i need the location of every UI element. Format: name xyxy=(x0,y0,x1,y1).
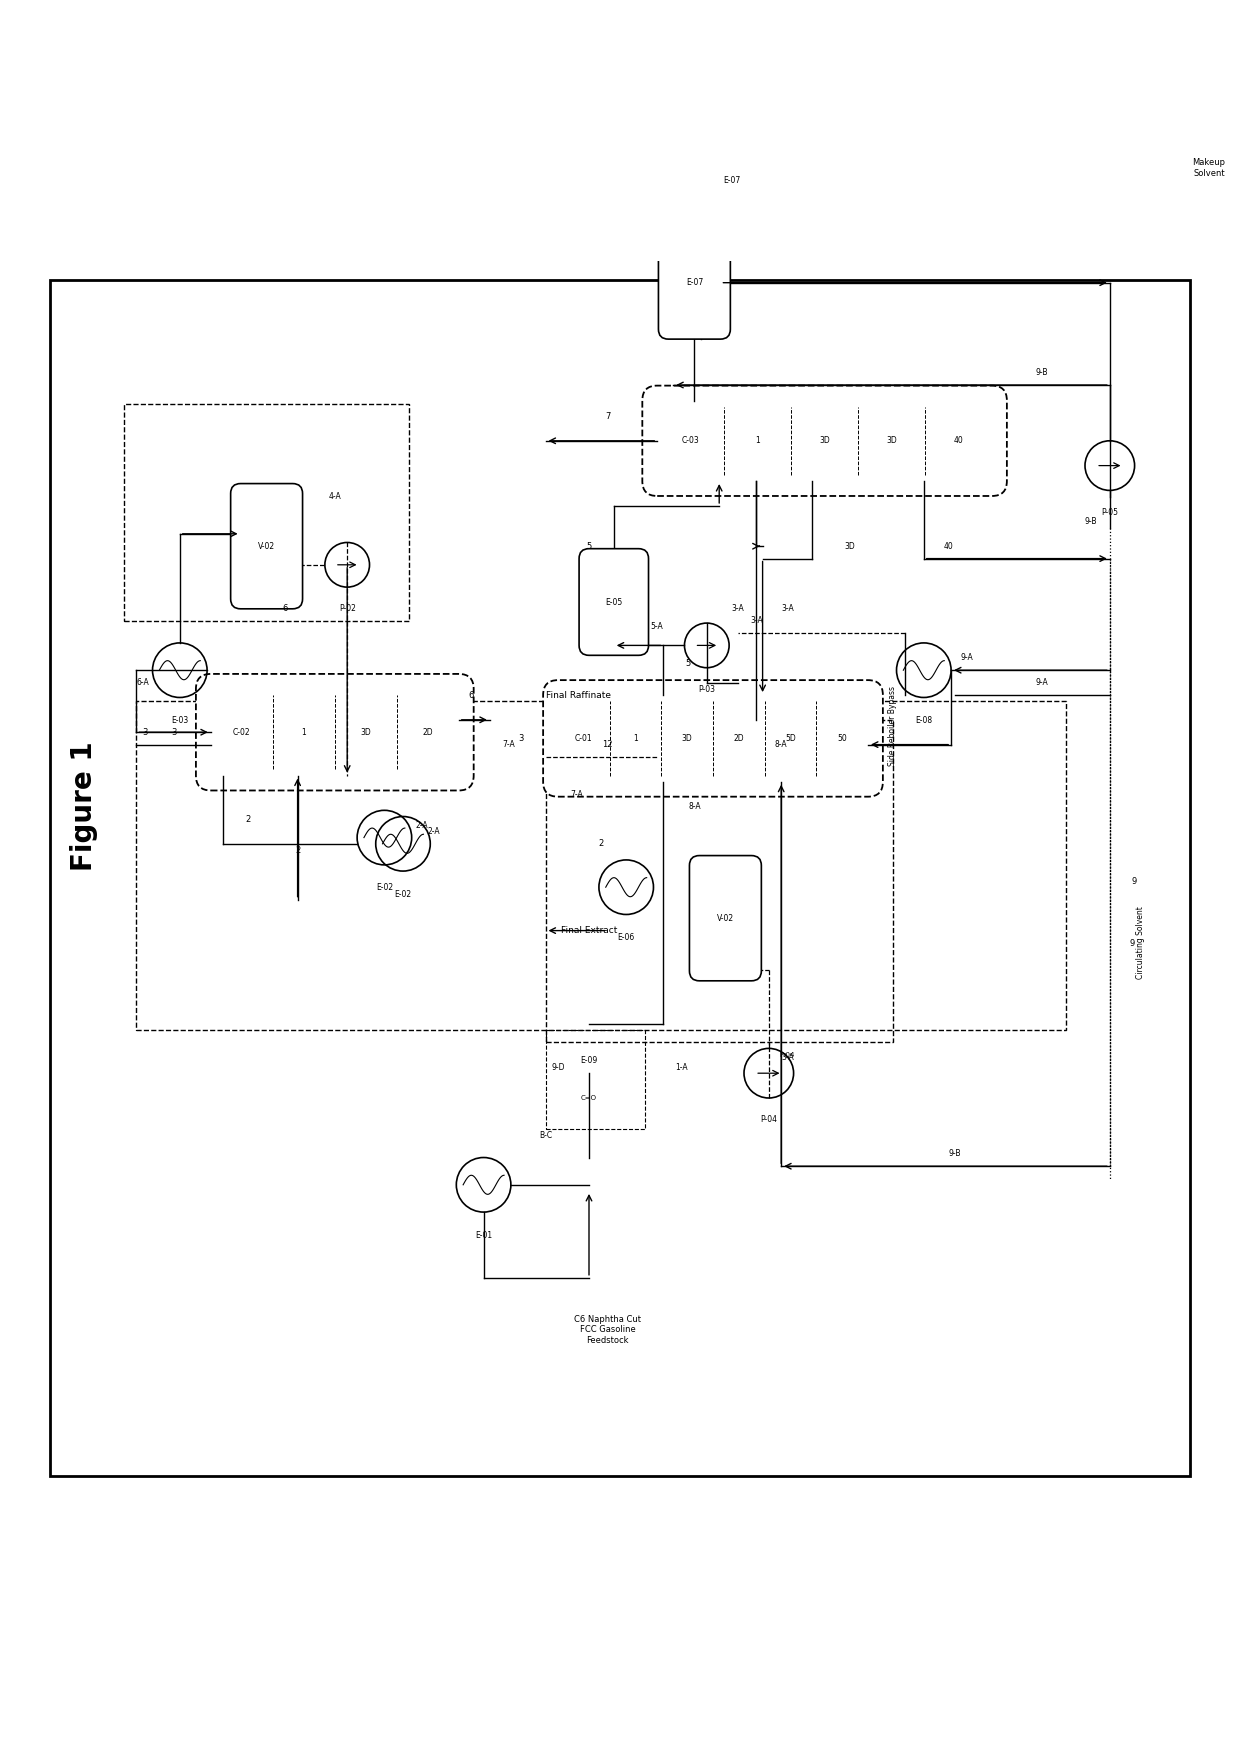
Text: 2D: 2D xyxy=(734,735,744,744)
Text: 5-A: 5-A xyxy=(651,622,663,631)
Text: P-05: P-05 xyxy=(1101,507,1118,516)
Text: 8-A: 8-A xyxy=(688,802,701,811)
Text: V-02: V-02 xyxy=(258,541,275,552)
Text: C=O: C=O xyxy=(582,1094,596,1101)
Text: 5: 5 xyxy=(587,541,591,552)
Text: 9-B: 9-B xyxy=(1085,516,1097,525)
Text: Figure 1: Figure 1 xyxy=(71,742,98,872)
Text: 3-A: 3-A xyxy=(781,1054,794,1062)
Text: 1: 1 xyxy=(634,735,637,744)
Text: 3: 3 xyxy=(143,728,148,737)
Text: 3-A: 3-A xyxy=(750,617,763,626)
Text: 9-A: 9-A xyxy=(961,654,973,663)
Text: 7-A: 7-A xyxy=(502,740,515,749)
Text: Side Reboiler Bypass: Side Reboiler Bypass xyxy=(888,685,898,766)
Text: 3D: 3D xyxy=(844,541,854,552)
Text: E-06: E-06 xyxy=(618,934,635,943)
Text: 2: 2 xyxy=(599,839,604,848)
Text: E-08: E-08 xyxy=(915,715,932,726)
Text: C-03: C-03 xyxy=(682,437,699,446)
Text: B-C: B-C xyxy=(539,1131,552,1140)
Text: E-03: E-03 xyxy=(171,715,188,726)
Text: 2-A: 2-A xyxy=(428,826,440,835)
FancyBboxPatch shape xyxy=(579,548,649,655)
Text: 3: 3 xyxy=(518,735,523,744)
Text: Final Extract: Final Extract xyxy=(560,927,618,936)
FancyBboxPatch shape xyxy=(50,280,1190,1477)
Text: 2: 2 xyxy=(295,846,300,855)
Text: 2-A: 2-A xyxy=(415,821,428,830)
Text: 6: 6 xyxy=(283,604,288,613)
Text: 2: 2 xyxy=(246,814,250,823)
Text: E-07: E-07 xyxy=(686,278,703,287)
Text: 7: 7 xyxy=(605,412,610,421)
Text: E-02: E-02 xyxy=(394,890,412,899)
Text: 3D: 3D xyxy=(887,437,897,446)
Text: 4-A: 4-A xyxy=(329,492,341,500)
Text: V-02: V-02 xyxy=(717,914,734,923)
Text: 9-A: 9-A xyxy=(1035,678,1048,687)
Text: Final Raffinate: Final Raffinate xyxy=(546,691,610,700)
Text: 7-A: 7-A xyxy=(570,789,583,798)
Text: Circulating Solvent: Circulating Solvent xyxy=(1136,907,1146,980)
Text: 6-A: 6-A xyxy=(136,678,149,687)
Text: 9: 9 xyxy=(1132,876,1137,886)
Text: E-02: E-02 xyxy=(376,883,393,893)
Text: C6 Naphtha Cut
FCC Gasoline
Feedstock: C6 Naphtha Cut FCC Gasoline Feedstock xyxy=(574,1314,641,1344)
Text: 1: 1 xyxy=(301,728,306,737)
Text: 9-B: 9-B xyxy=(949,1149,961,1158)
FancyBboxPatch shape xyxy=(658,226,730,338)
FancyBboxPatch shape xyxy=(642,386,1007,495)
Text: 5: 5 xyxy=(686,659,691,668)
Text: 2D: 2D xyxy=(423,728,433,737)
Text: 3: 3 xyxy=(171,728,176,737)
Text: 12: 12 xyxy=(603,740,613,749)
Text: 9-D: 9-D xyxy=(552,1062,564,1071)
Text: 3D: 3D xyxy=(820,437,830,446)
Text: P-02: P-02 xyxy=(339,604,356,613)
Text: 50: 50 xyxy=(837,735,847,744)
Text: P-04: P-04 xyxy=(760,1115,777,1124)
Text: C-02: C-02 xyxy=(233,728,250,737)
Text: 3-A: 3-A xyxy=(781,604,794,613)
Text: E-07: E-07 xyxy=(723,176,740,185)
FancyBboxPatch shape xyxy=(231,483,303,610)
Text: 3D: 3D xyxy=(682,735,693,744)
Text: 5D: 5D xyxy=(785,735,796,744)
Text: 1-A: 1-A xyxy=(676,1062,688,1071)
Text: 9: 9 xyxy=(1130,939,1135,948)
Text: 3D: 3D xyxy=(361,728,371,737)
Text: 40: 40 xyxy=(944,541,954,552)
Text: E-09: E-09 xyxy=(580,1055,598,1066)
FancyBboxPatch shape xyxy=(543,680,883,796)
Text: Makeup
Solvent: Makeup Solvent xyxy=(1193,159,1225,178)
Text: P-03: P-03 xyxy=(698,685,715,694)
Text: 3-A: 3-A xyxy=(732,604,744,613)
Text: 8-A: 8-A xyxy=(775,740,787,749)
Text: E-01: E-01 xyxy=(475,1230,492,1240)
Text: 40: 40 xyxy=(954,437,963,446)
Text: 6: 6 xyxy=(469,691,474,700)
Text: P-04: P-04 xyxy=(780,1052,795,1057)
Text: 1: 1 xyxy=(755,437,760,446)
Text: C-01: C-01 xyxy=(575,735,593,744)
FancyBboxPatch shape xyxy=(196,673,474,791)
Text: E-05: E-05 xyxy=(605,597,622,606)
Text: 9-B: 9-B xyxy=(1035,368,1048,377)
FancyBboxPatch shape xyxy=(689,856,761,981)
